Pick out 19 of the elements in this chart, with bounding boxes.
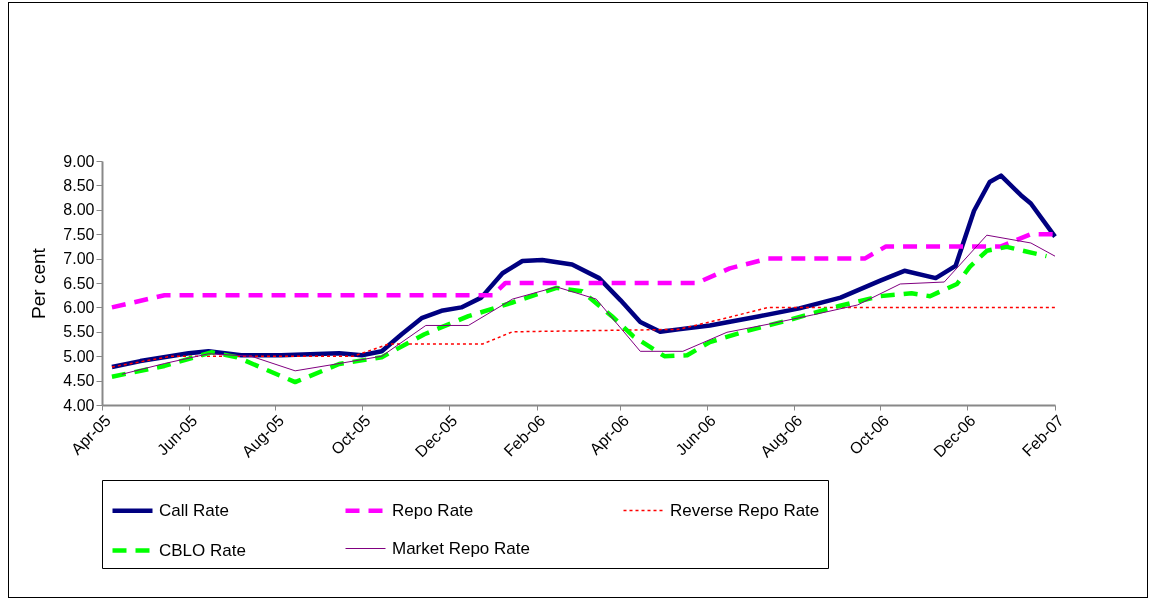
y-axis-title: Per cent (28, 247, 50, 319)
y-tick-label: 7.00 (63, 250, 95, 268)
y-tick-label: 4.50 (63, 372, 95, 390)
y-tick-label: 9.00 (63, 152, 95, 170)
y-tick-label: 8.00 (63, 201, 95, 219)
line-series (109, 173, 1058, 370)
legend-label: Market Repo Rate (392, 538, 530, 558)
y-tick-label: 6.50 (63, 274, 95, 292)
line-series (111, 306, 1056, 368)
legend-label: Reverse Repo Rate (670, 500, 820, 520)
y-tick-label: 5.00 (63, 347, 95, 365)
legend-label: CBLO Rate (159, 540, 246, 560)
legend-label: Call Rate (159, 500, 229, 520)
y-tick-label: 4.00 (63, 396, 95, 414)
y-tick-label: 8.50 (63, 176, 95, 194)
y-tick-label: 7.50 (63, 225, 95, 243)
legend-label: Repo Rate (392, 500, 474, 520)
y-tick-label: 5.50 (63, 323, 95, 341)
y-tick-label: 6.00 (63, 298, 95, 316)
